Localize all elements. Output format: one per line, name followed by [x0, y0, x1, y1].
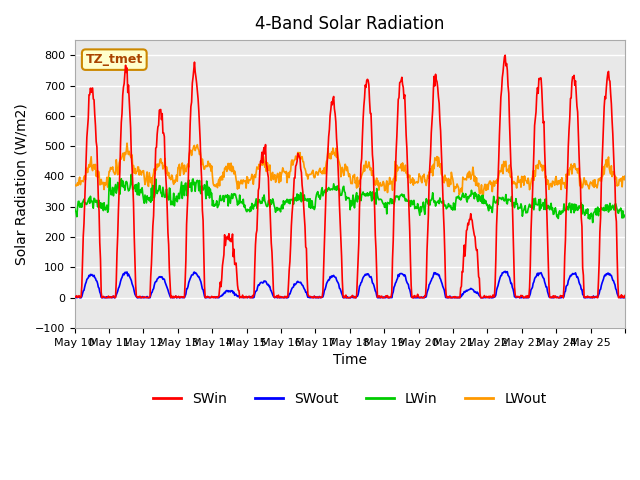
Line: LWout: LWout [75, 143, 625, 199]
LWin [264, 198, 272, 204]
SWin [438, 167, 446, 172]
LWout [136, 168, 144, 173]
SWout [406, 290, 414, 296]
LWout [407, 177, 415, 183]
Title: 4-Band Solar Radiation: 4-Band Solar Radiation [255, 15, 445, 33]
LWout [264, 168, 272, 173]
SWout [285, 294, 292, 300]
LWout [479, 196, 487, 202]
LWout [237, 177, 245, 183]
Line: LWin: LWin [75, 174, 625, 223]
Line: SWout: SWout [75, 271, 625, 298]
Text: TZ_tmet: TZ_tmet [86, 53, 143, 66]
SWin [71, 294, 79, 300]
LWin [438, 200, 446, 206]
LWout [71, 182, 79, 188]
LWin [285, 197, 293, 203]
SWin [621, 293, 629, 299]
LWin [589, 220, 596, 226]
SWin [285, 267, 293, 273]
SWin [407, 283, 415, 288]
SWin [237, 294, 245, 300]
LWout [285, 175, 293, 180]
LWout [438, 172, 446, 178]
SWout [438, 279, 445, 285]
SWin [264, 175, 272, 180]
LWin [237, 199, 245, 205]
SWout [136, 295, 143, 300]
LWout [621, 173, 629, 179]
X-axis label: Time: Time [333, 353, 367, 367]
SWout [237, 294, 244, 300]
SWin [98, 295, 106, 300]
Legend: SWin, SWout, LWin, LWout: SWin, SWout, LWin, LWout [148, 387, 552, 412]
SWin [136, 293, 144, 299]
LWin [621, 212, 629, 218]
SWout [501, 268, 509, 274]
SWout [264, 282, 271, 288]
SWin [501, 52, 509, 58]
SWout [71, 295, 79, 300]
LWin [71, 205, 79, 211]
LWin [136, 190, 144, 195]
LWout [123, 140, 131, 146]
Line: SWin: SWin [75, 55, 625, 298]
Y-axis label: Solar Radiation (W/m2): Solar Radiation (W/m2) [15, 103, 29, 265]
LWin [127, 171, 135, 177]
LWin [407, 198, 415, 204]
SWout [621, 295, 629, 300]
